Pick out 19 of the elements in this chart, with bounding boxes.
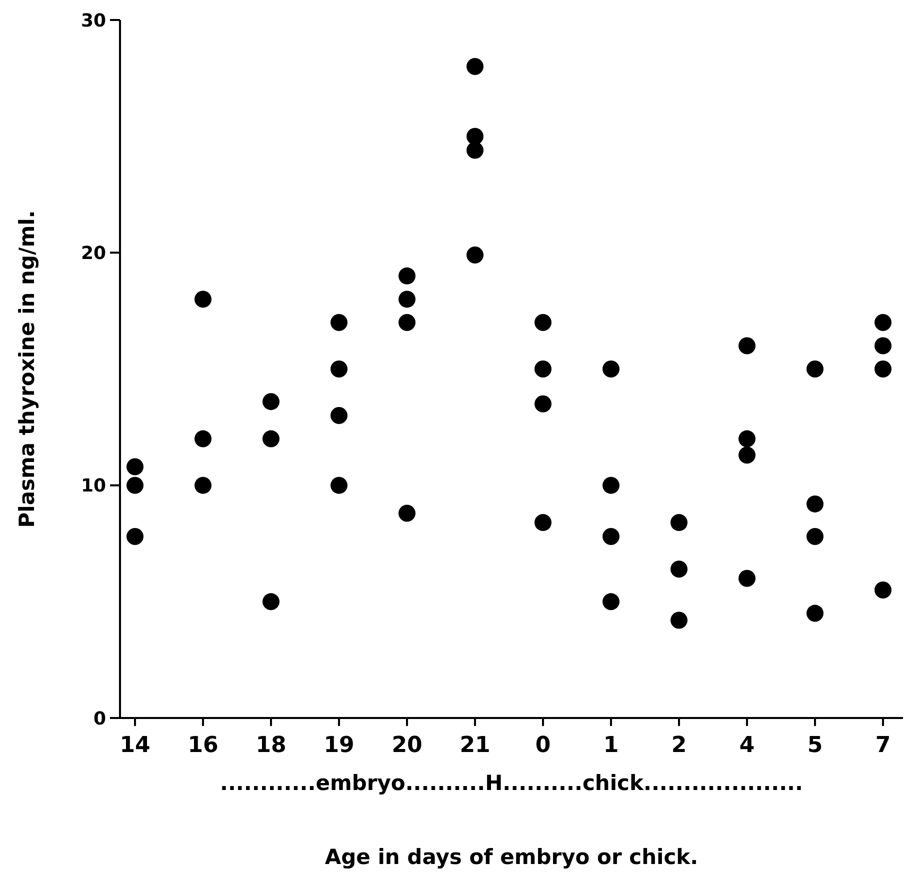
x-tick-label: 14 <box>120 733 150 758</box>
x-tick-label: 20 <box>392 733 422 758</box>
x-tick-label: 5 <box>807 733 823 758</box>
x-tick-label: 7 <box>875 733 891 758</box>
x-tick-label: 16 <box>188 733 218 758</box>
y-tick-label: 20 <box>80 242 106 264</box>
text: ............embryo..........H..........chick.................... <box>220 771 804 795</box>
x-tick-label: 21 <box>460 733 490 758</box>
y-tick-label: 0 <box>93 708 106 730</box>
x-tick-label: 2 <box>671 733 687 758</box>
y-tick-label: 10 <box>80 476 106 497</box>
x-tick-label: 1 <box>603 733 619 758</box>
x-tick-label: 4 <box>739 733 755 758</box>
x-tick-label: 19 <box>324 733 354 758</box>
x-tick-label: 18 <box>256 733 286 758</box>
x-tick-label: 0 <box>535 733 551 758</box>
y-tick-label: 30 <box>80 10 106 32</box>
y-axis-title: Plasma thyroxine in ng/ml. <box>15 210 39 528</box>
x-axis-title: Age in days of embryo or chick. <box>324 845 698 869</box>
